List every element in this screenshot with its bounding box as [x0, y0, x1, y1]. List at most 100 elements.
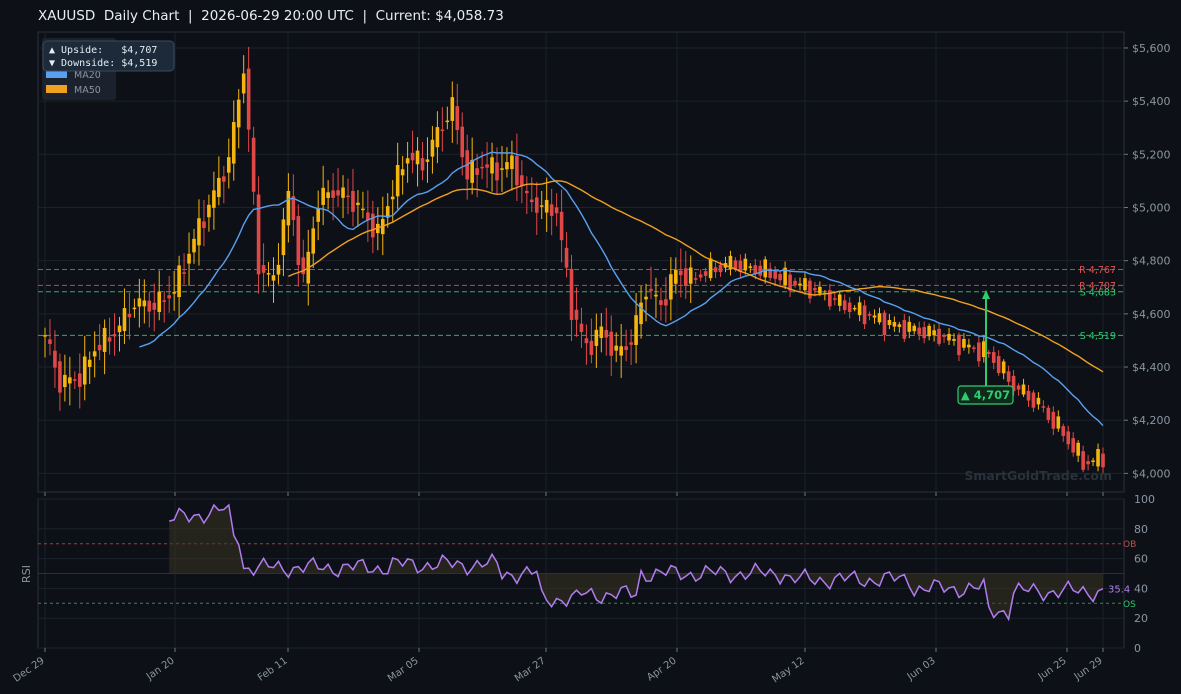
- price-tick-label: $4,000: [1132, 467, 1171, 480]
- candle-body: [986, 351, 991, 354]
- candle-body: [902, 319, 907, 339]
- candle-body: [311, 228, 316, 254]
- candle-body: [783, 267, 787, 285]
- candle-body: [842, 300, 847, 311]
- candle-body: [1006, 371, 1011, 382]
- candle-body: [733, 260, 738, 270]
- candle-body: [361, 208, 365, 211]
- x-tick-label: Apr 20: [645, 655, 679, 683]
- candle-body: [564, 247, 569, 268]
- legend-swatch-ma20: [46, 70, 67, 78]
- candle-body: [748, 266, 753, 268]
- candle-body: [942, 335, 946, 337]
- candle-body: [480, 166, 484, 169]
- candle-body: [634, 315, 638, 345]
- candle-body: [182, 272, 186, 274]
- candle-body: [1076, 442, 1080, 456]
- upside-target-marker: ▲ 4,707: [957, 290, 1014, 405]
- candle-body: [77, 373, 82, 387]
- candle-body: [534, 197, 539, 213]
- candle-body: [728, 255, 733, 270]
- candle-body: [768, 268, 773, 278]
- candle-body: [167, 295, 171, 299]
- rsi-os-label: OS: [1123, 600, 1136, 610]
- candle-body: [187, 253, 191, 264]
- candle-body: [341, 187, 345, 198]
- candle-body: [579, 323, 584, 332]
- x-tick-label: May 12: [770, 655, 806, 685]
- upside-info: ▲ Upside: $4,707: [49, 45, 157, 56]
- price-tick-label: $4,800: [1132, 255, 1171, 268]
- candle-body: [177, 265, 181, 298]
- candle-body: [53, 350, 57, 368]
- candle-body: [654, 294, 658, 297]
- price-tick-label: $4,200: [1132, 414, 1171, 427]
- candle-body: [882, 312, 887, 336]
- candle-body: [316, 208, 320, 222]
- downside-info: ▼ Downside: $4,519: [49, 58, 157, 69]
- candle-body: [644, 296, 648, 300]
- candle-body: [102, 327, 107, 352]
- candle-body: [991, 352, 996, 363]
- candle-body: [207, 204, 211, 218]
- candle-body: [1081, 451, 1085, 470]
- candle-body: [63, 374, 67, 388]
- candle-body: [837, 294, 842, 306]
- candle-body: [972, 347, 976, 349]
- candle-body: [405, 158, 410, 164]
- candle-body: [698, 274, 703, 278]
- candle-body: [763, 259, 768, 278]
- candle-body: [137, 298, 142, 307]
- candle-body: [1086, 461, 1090, 465]
- candle-body: [678, 270, 683, 276]
- candle-body: [301, 257, 306, 275]
- target-info-box: [42, 40, 175, 72]
- x-tick-label: Jun 29: [1072, 655, 1105, 683]
- candle-body: [356, 202, 360, 206]
- candle-body: [788, 274, 792, 291]
- candle-body: [862, 305, 867, 325]
- level-label: S 4,519: [1080, 331, 1116, 342]
- x-tick-label: Feb 11: [256, 655, 290, 683]
- candle-body: [460, 126, 465, 158]
- candle-body: [674, 269, 678, 284]
- candle-body: [892, 322, 897, 327]
- candle-body: [977, 342, 981, 362]
- candle-body: [202, 221, 206, 228]
- rsi-tick-label: 100: [1134, 493, 1155, 506]
- rsi-tick-label: 20: [1134, 612, 1148, 625]
- legend-label-ma20: MA20: [74, 70, 101, 81]
- candle-body: [559, 211, 564, 241]
- candle-body: [425, 159, 430, 162]
- candle-body: [1071, 438, 1075, 453]
- candle-body: [778, 273, 782, 281]
- candle-body: [981, 341, 986, 358]
- candle-body: [92, 351, 97, 357]
- rsi-tick-label: 40: [1134, 582, 1148, 595]
- candle-body: [907, 321, 912, 332]
- candle-body: [346, 195, 350, 198]
- candle-body: [490, 157, 494, 174]
- candle-body: [703, 271, 708, 276]
- candle-body: [132, 307, 137, 310]
- price-tick-label: $5,000: [1132, 201, 1171, 214]
- candle-body: [450, 97, 455, 121]
- candle-body: [708, 258, 713, 279]
- rsi-ob-label: OB: [1123, 540, 1136, 550]
- candle-body: [366, 212, 370, 221]
- candle-body: [1021, 384, 1026, 395]
- x-tick-label: Jun 03: [905, 655, 938, 683]
- watermark: SmartGoldTrade.com: [964, 468, 1112, 483]
- candle-body: [515, 155, 519, 186]
- candle-body: [117, 325, 122, 333]
- target-badge-box: [957, 385, 1014, 405]
- candle-body: [952, 339, 956, 341]
- candle-body: [73, 379, 77, 381]
- candle-body: [574, 309, 579, 320]
- candle-body: [455, 106, 460, 130]
- target-badge-text: ▲ 4,707: [961, 388, 1010, 402]
- x-tick-label: Mar 05: [386, 655, 421, 684]
- candle-body: [639, 302, 643, 325]
